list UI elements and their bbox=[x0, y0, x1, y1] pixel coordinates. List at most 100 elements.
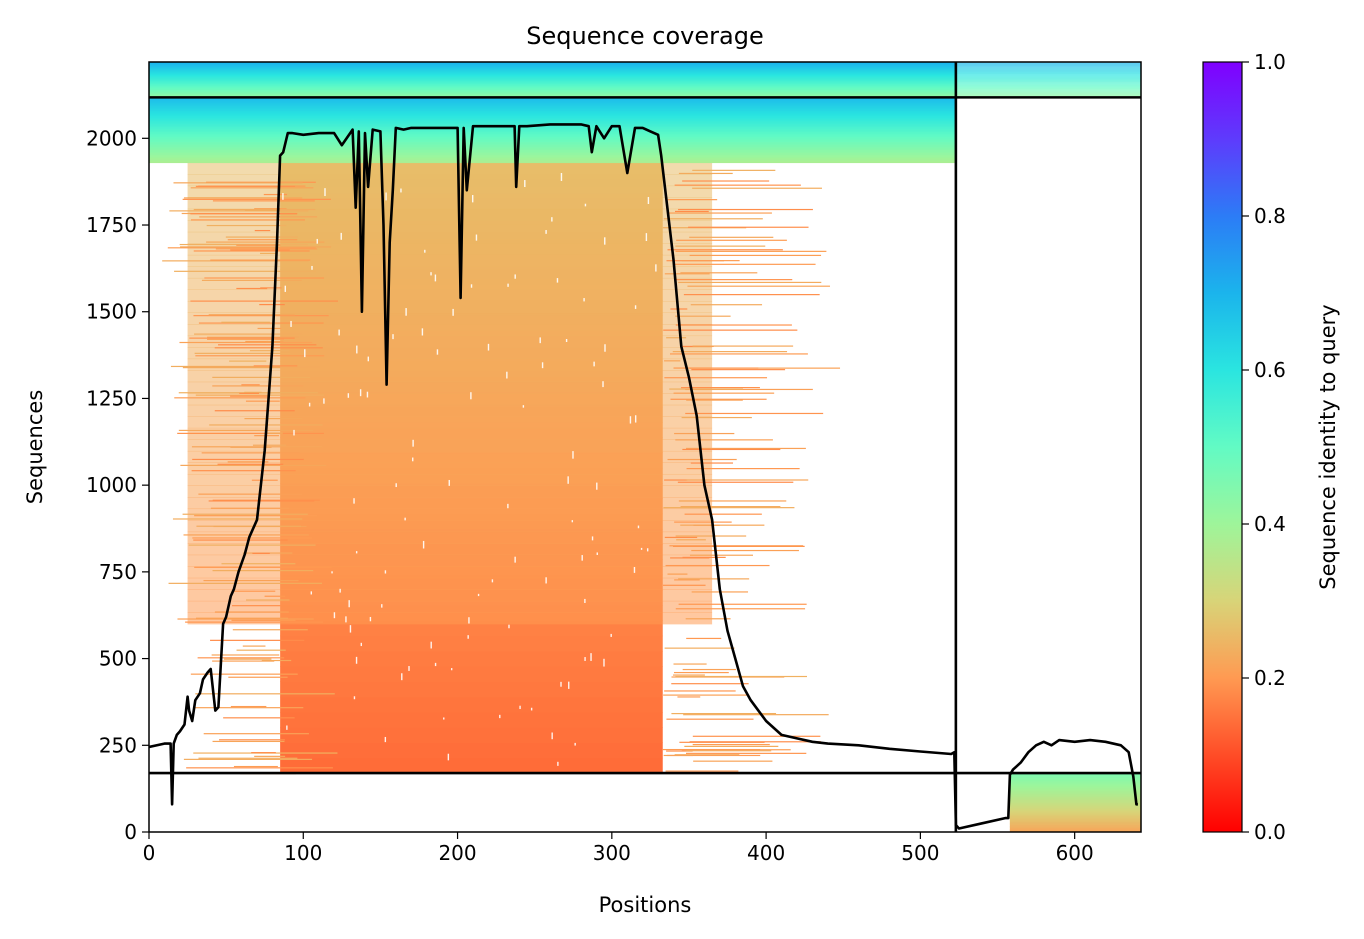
coverage-streak bbox=[192, 537, 313, 539]
coverage-band bbox=[955, 94, 1141, 97]
coverage-streak bbox=[194, 333, 303, 335]
coverage-streak bbox=[681, 260, 740, 262]
coverage-streak bbox=[245, 400, 280, 402]
coverage-streak bbox=[671, 712, 777, 715]
coverage-streak bbox=[664, 690, 736, 692]
coverage-gap bbox=[408, 666, 410, 671]
coverage-streak bbox=[190, 213, 298, 215]
coverage-streak bbox=[689, 254, 822, 257]
coverage-gap bbox=[286, 725, 288, 730]
coverage-streak bbox=[662, 584, 706, 586]
coverage-band bbox=[149, 159, 956, 162]
coverage-gap bbox=[385, 192, 387, 201]
coverage-band bbox=[955, 74, 1141, 76]
coverage-streak bbox=[266, 340, 284, 343]
coverage-streak bbox=[212, 385, 304, 387]
coverage-band bbox=[1009, 796, 1141, 799]
coverage-band bbox=[149, 93, 956, 96]
coverage-gap bbox=[514, 274, 516, 279]
coverage-gap bbox=[556, 278, 559, 283]
coverage-streak bbox=[263, 193, 288, 196]
y-tick-label: 750 bbox=[99, 560, 137, 584]
coverage-streak bbox=[675, 250, 827, 252]
coverage-streak bbox=[667, 573, 688, 575]
coverage-band bbox=[149, 134, 956, 138]
coverage-gap bbox=[450, 668, 453, 671]
coverage-streak bbox=[183, 197, 303, 199]
coverage-streak bbox=[677, 696, 701, 698]
coverage-band bbox=[149, 103, 956, 107]
coverage-streak bbox=[231, 590, 276, 592]
coverage-band bbox=[149, 143, 956, 146]
coverage-band bbox=[955, 87, 1141, 90]
coverage-band bbox=[1009, 827, 1141, 830]
coverage-streak bbox=[666, 718, 754, 720]
coverage-band bbox=[1009, 790, 1141, 793]
coverage-streak bbox=[682, 668, 736, 671]
coverage-streak bbox=[190, 673, 298, 675]
coverage-gap bbox=[366, 391, 369, 398]
coverage-streak bbox=[168, 582, 323, 584]
coverage-gap bbox=[470, 284, 473, 288]
coverage-streak bbox=[678, 208, 813, 211]
coverage-streak bbox=[192, 707, 304, 709]
coverage-gap bbox=[369, 616, 372, 622]
coverage-band bbox=[955, 67, 1141, 69]
coverage-streak bbox=[198, 322, 324, 324]
coverage-streak bbox=[666, 337, 687, 339]
coverage-streak bbox=[684, 513, 762, 515]
coverage-streak bbox=[244, 391, 262, 393]
coverage-band bbox=[149, 136, 956, 139]
coverage-band bbox=[149, 125, 956, 128]
coverage-band bbox=[149, 129, 956, 133]
coverage-band bbox=[149, 102, 956, 105]
coverage-band bbox=[149, 139, 956, 142]
coverage-streak bbox=[667, 754, 761, 757]
coverage-streak bbox=[195, 355, 325, 357]
coverage-band bbox=[187, 427, 713, 440]
coverage-gap bbox=[323, 398, 325, 404]
coverage-gap bbox=[331, 571, 333, 574]
coverage-streak bbox=[230, 395, 268, 397]
coverage-band bbox=[149, 74, 956, 76]
coverage-gap bbox=[602, 381, 604, 388]
coverage-gap bbox=[360, 642, 362, 647]
y-tick-label: 0 bbox=[124, 820, 137, 844]
coverage-gap bbox=[304, 349, 306, 358]
coverage-band bbox=[149, 79, 956, 82]
coverage-gap bbox=[574, 742, 576, 746]
x-tick-label: 300 bbox=[593, 841, 631, 865]
coverage-streaks bbox=[162, 169, 841, 775]
coverage-gap bbox=[508, 624, 510, 629]
coverage-band bbox=[280, 696, 663, 713]
coverage-band bbox=[149, 64, 956, 67]
coverage-gap bbox=[424, 249, 426, 253]
coverage-streak bbox=[683, 294, 820, 296]
coverage-band bbox=[1009, 814, 1141, 817]
coverage-band bbox=[149, 141, 956, 144]
coverage-band bbox=[187, 381, 713, 394]
coverage-band bbox=[955, 71, 1141, 74]
coverage-streak bbox=[682, 448, 781, 451]
coverage-band bbox=[187, 162, 713, 175]
coverage-line bbox=[149, 123, 1138, 830]
coverage-band bbox=[149, 77, 956, 80]
coverage-gap bbox=[604, 237, 606, 245]
coverage-streak bbox=[208, 314, 295, 316]
coverage-band bbox=[187, 289, 713, 302]
coverage-gap bbox=[404, 517, 406, 521]
chain-boundaries bbox=[149, 62, 1141, 832]
coverage-gap bbox=[430, 272, 432, 276]
coverage-gap bbox=[551, 732, 553, 740]
coverage-band bbox=[187, 577, 713, 590]
coverage-streak bbox=[212, 660, 275, 662]
coverage-band bbox=[1009, 778, 1141, 781]
coverage-band bbox=[280, 742, 663, 759]
coverage-gap bbox=[392, 334, 394, 340]
coverage-streak bbox=[675, 608, 806, 610]
coverage-streak bbox=[252, 552, 270, 554]
coverage-band bbox=[187, 404, 713, 417]
coverage-band bbox=[1009, 821, 1141, 824]
coverage-band bbox=[1009, 815, 1141, 818]
